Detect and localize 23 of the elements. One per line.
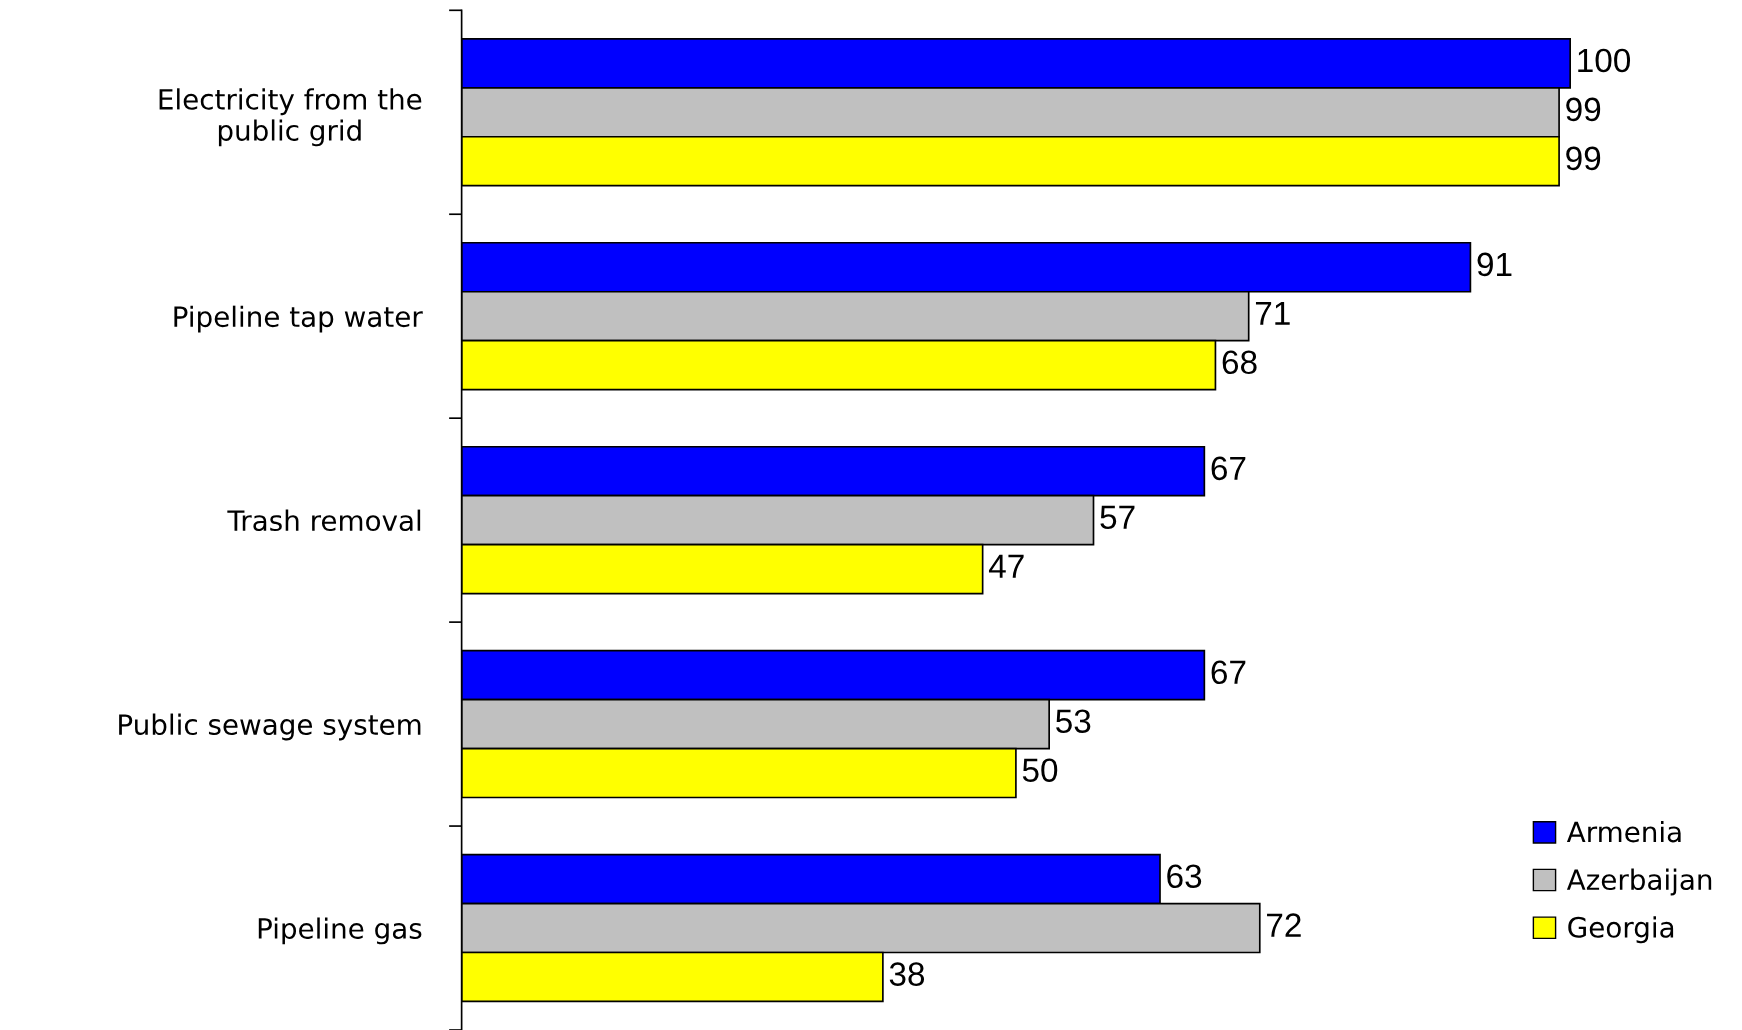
y-tick-label: Trash removal (227, 509, 421, 532)
data-label: 99 (1566, 97, 1601, 122)
y-tick-label: Pipeline gas (258, 917, 422, 945)
data-label: 72 (1267, 913, 1301, 937)
data-label: 71 (1255, 301, 1290, 325)
data-label: 47 (988, 554, 1024, 578)
data-label: 100 (1578, 48, 1631, 73)
data-label: 38 (889, 962, 925, 986)
data-label: 68 (1222, 350, 1257, 375)
data-label: 53 (1056, 709, 1091, 734)
legend-label: Georgia (1568, 916, 1674, 944)
data-label: 99 (1566, 146, 1601, 171)
data-label: 67 (1211, 456, 1246, 481)
y-tick-label: Public sewage system (119, 713, 421, 741)
data-label: 67 (1211, 660, 1246, 685)
y-tick-label: Pipeline tap water (174, 305, 423, 333)
legend-label: Azerbaijan (1566, 868, 1712, 896)
data-label: 57 (1100, 505, 1135, 530)
data-label: 91 (1477, 252, 1512, 277)
y-tick-label: Electricity from the public grid (159, 88, 422, 147)
legend-label: Armenia (1566, 820, 1681, 843)
data-label: 63 (1167, 864, 1202, 889)
data-label: 50 (1022, 758, 1058, 782)
